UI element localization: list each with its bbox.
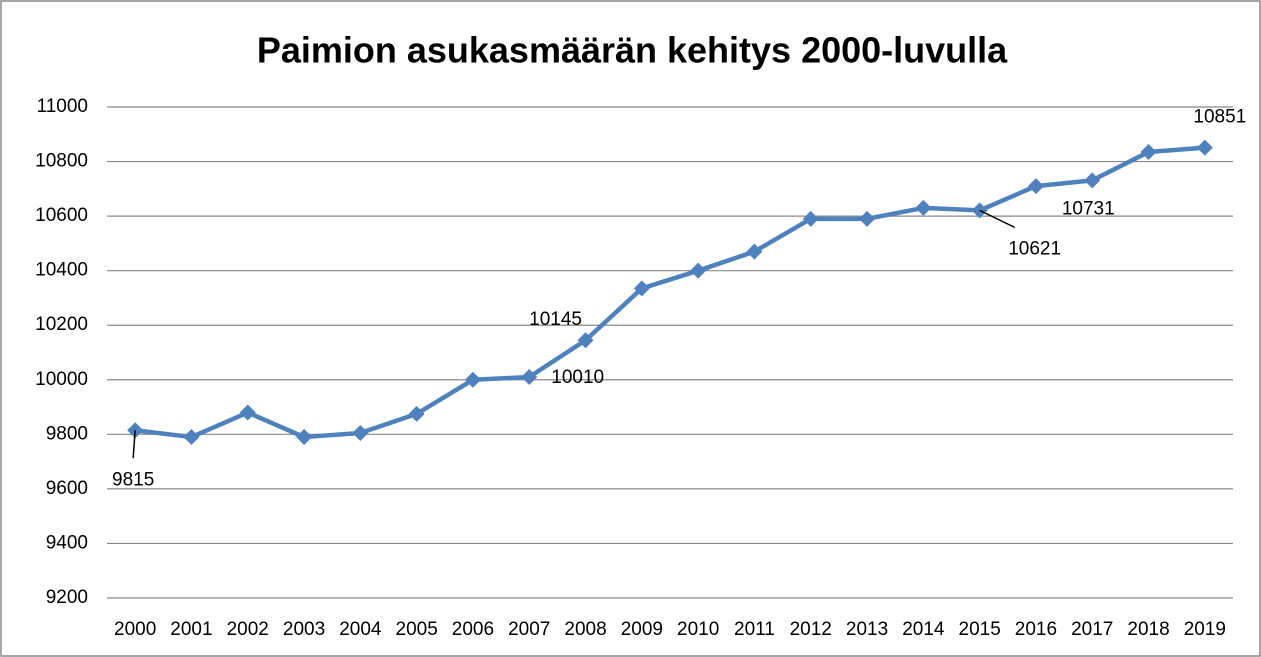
x-tick-label: 2011 (734, 619, 775, 640)
y-tick-label: 9400 (46, 532, 88, 553)
x-tick-label: 2000 (114, 619, 156, 640)
y-tick-label: 10600 (35, 205, 88, 226)
x-tick-label: 2004 (339, 619, 382, 640)
y-tick-label: 10000 (35, 369, 88, 390)
x-tick-label: 2006 (452, 619, 494, 640)
x-tick-label: 2013 (846, 619, 888, 640)
point-marker (1196, 139, 1213, 156)
point-marker (183, 429, 200, 446)
series-line (134, 145, 1206, 440)
data-label: 10621 (1008, 238, 1061, 259)
point-marker (464, 371, 481, 388)
y-tick-label: 9600 (46, 478, 88, 499)
x-tick-label: 2001 (170, 619, 212, 640)
data-label: 10145 (529, 309, 582, 330)
data-label: 10010 (551, 367, 604, 388)
point-marker (1027, 178, 1044, 195)
point-marker (296, 429, 313, 446)
point-marker (802, 210, 819, 227)
x-tick-label: 2015 (959, 619, 1001, 640)
x-tick-label: 2017 (1071, 619, 1113, 640)
point-marker (352, 424, 369, 441)
data-label: 9815 (112, 469, 154, 490)
data-label: 10731 (1062, 198, 1115, 219)
y-tick-label: 10200 (35, 314, 88, 335)
y-tick-label: 10400 (35, 260, 88, 281)
point-marker (239, 404, 256, 421)
x-tick-label: 2019 (1184, 619, 1226, 640)
x-tick-label: 2018 (1127, 619, 1169, 640)
y-tick-label: 9200 (46, 587, 88, 608)
point-marker (521, 369, 538, 386)
x-tick-label: 2012 (790, 619, 832, 640)
x-tick-label: 2010 (677, 619, 719, 640)
x-tick-label: 2008 (564, 619, 606, 640)
x-tick-label: 2016 (1015, 619, 1057, 640)
point-marker (1140, 144, 1157, 161)
x-tick-label: 2009 (621, 619, 663, 640)
data-label: 10851 (1193, 107, 1246, 128)
leader-line (132, 430, 136, 459)
chart-title: Paimion asukasmäärän kehitys 2000-luvull… (257, 30, 1008, 71)
x-tick-label: 2007 (508, 619, 550, 640)
point-marker (577, 332, 594, 349)
x-tick-label: 2014 (902, 619, 945, 640)
x-tick-label: 2002 (227, 619, 269, 640)
point-marker (915, 199, 932, 216)
point-marker (690, 262, 707, 279)
y-tick-label: 11000 (37, 96, 88, 117)
point-marker (746, 243, 763, 260)
point-marker (1084, 172, 1101, 189)
leader-line (979, 209, 1015, 229)
x-tick-label: 2005 (396, 619, 438, 640)
y-tick-label: 9800 (46, 423, 88, 444)
y-tick-label: 10800 (35, 151, 88, 172)
point-marker (633, 280, 650, 297)
point-marker (859, 210, 876, 227)
x-tick-label: 2003 (283, 619, 325, 640)
point-marker (408, 405, 425, 422)
